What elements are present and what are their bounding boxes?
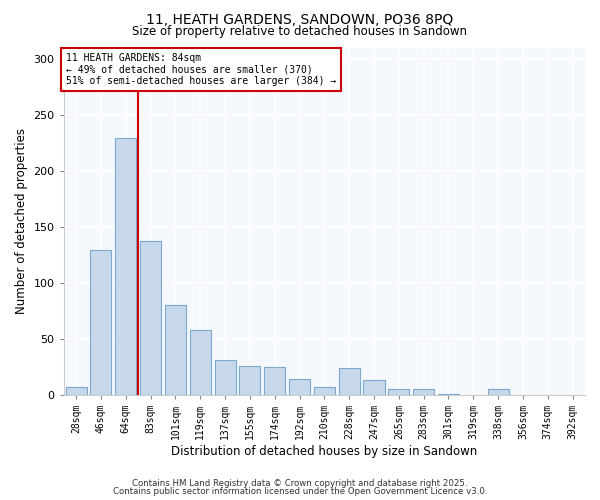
Text: 11 HEATH GARDENS: 84sqm
← 49% of detached houses are smaller (370)
51% of semi-d: 11 HEATH GARDENS: 84sqm ← 49% of detache…	[66, 53, 337, 86]
X-axis label: Distribution of detached houses by size in Sandown: Distribution of detached houses by size …	[171, 444, 478, 458]
Bar	[65, 387, 86, 394]
Text: Contains public sector information licensed under the Open Government Licence v3: Contains public sector information licen…	[113, 487, 487, 496]
Text: Size of property relative to detached houses in Sandown: Size of property relative to detached ho…	[133, 25, 467, 38]
Bar	[488, 389, 509, 394]
Bar	[190, 330, 211, 394]
Bar	[264, 366, 285, 394]
Bar	[91, 250, 112, 394]
Text: Contains HM Land Registry data © Crown copyright and database right 2025.: Contains HM Land Registry data © Crown c…	[132, 478, 468, 488]
Bar	[165, 305, 186, 394]
Bar	[289, 379, 310, 394]
Bar	[338, 368, 360, 394]
Y-axis label: Number of detached properties: Number of detached properties	[15, 128, 28, 314]
Bar	[388, 389, 409, 394]
Bar	[115, 138, 136, 394]
Bar	[364, 380, 385, 394]
Bar	[239, 366, 260, 394]
Bar	[215, 360, 236, 394]
Bar	[413, 389, 434, 394]
Text: 11, HEATH GARDENS, SANDOWN, PO36 8PQ: 11, HEATH GARDENS, SANDOWN, PO36 8PQ	[146, 12, 454, 26]
Bar	[140, 241, 161, 394]
Bar	[314, 387, 335, 394]
